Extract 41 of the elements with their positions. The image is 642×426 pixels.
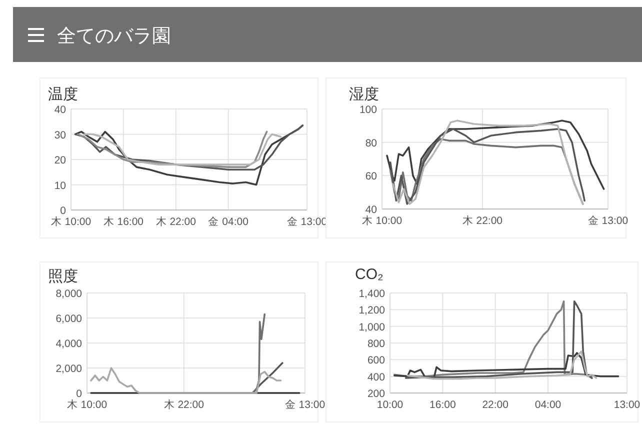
y-tick-label: 0 <box>60 205 66 217</box>
y-tick-label: 1,400 <box>358 288 386 300</box>
y-tick-label: 1,000 <box>358 321 386 334</box>
y-tick-label: 80 <box>365 137 378 150</box>
y-tick-label: 400 <box>367 371 386 384</box>
x-tick-label: 金 04:00 <box>208 216 249 228</box>
y-tick-label: 40 <box>54 104 66 116</box>
y-tick-label: 40 <box>365 204 378 216</box>
y-tick-label: 8,000 <box>56 288 82 300</box>
chart-title: 照度 <box>48 268 78 285</box>
x-tick-label: 木 22:00 <box>164 398 204 411</box>
x-tick-label: 金 13:00 <box>588 215 628 227</box>
x-tick-label: 木 10:00 <box>66 398 108 411</box>
y-tick-label: 30 <box>54 129 66 142</box>
y-tick-label: 100 <box>359 104 378 116</box>
x-tick-label: 木 22:00 <box>156 215 196 228</box>
y-tick-label: 6,000 <box>56 313 82 325</box>
y-tick-label: 200 <box>367 388 386 400</box>
x-tick-label: 木 22:00 <box>462 214 503 227</box>
y-tick-label: 60 <box>365 170 378 183</box>
text: 全てのバラ園 <box>57 26 171 47</box>
x-tick-label: 金 13:00 <box>284 399 326 411</box>
y-tick-label: 2,000 <box>56 363 82 375</box>
y-tick-label: 1,200 <box>358 304 386 317</box>
x-tick-label: 22:00 <box>482 399 509 411</box>
y-tick-label: 600 <box>367 354 386 367</box>
y-tick-label: 20 <box>54 154 66 166</box>
x-tick-label: 木 10:00 <box>362 214 402 227</box>
x-tick-label: 04:00 <box>534 399 562 411</box>
y-tick-label: 800 <box>367 338 386 350</box>
y-tick-label: 0 <box>76 388 82 400</box>
x-tick-label: 10:00 <box>376 399 404 411</box>
x-tick-label: 13:00 <box>614 399 640 411</box>
chart-title: 温度 <box>48 86 78 103</box>
x-tick-label: 木 10:00 <box>50 215 92 228</box>
chart-title: CO₂ <box>355 266 384 283</box>
chart-title: 湿度 <box>349 86 379 103</box>
x-tick-label: 木 16:00 <box>103 215 144 228</box>
y-tick-label: 4,000 <box>56 338 82 350</box>
x-tick-label: 16:00 <box>430 399 456 411</box>
y-tick-label: 10 <box>54 180 66 192</box>
